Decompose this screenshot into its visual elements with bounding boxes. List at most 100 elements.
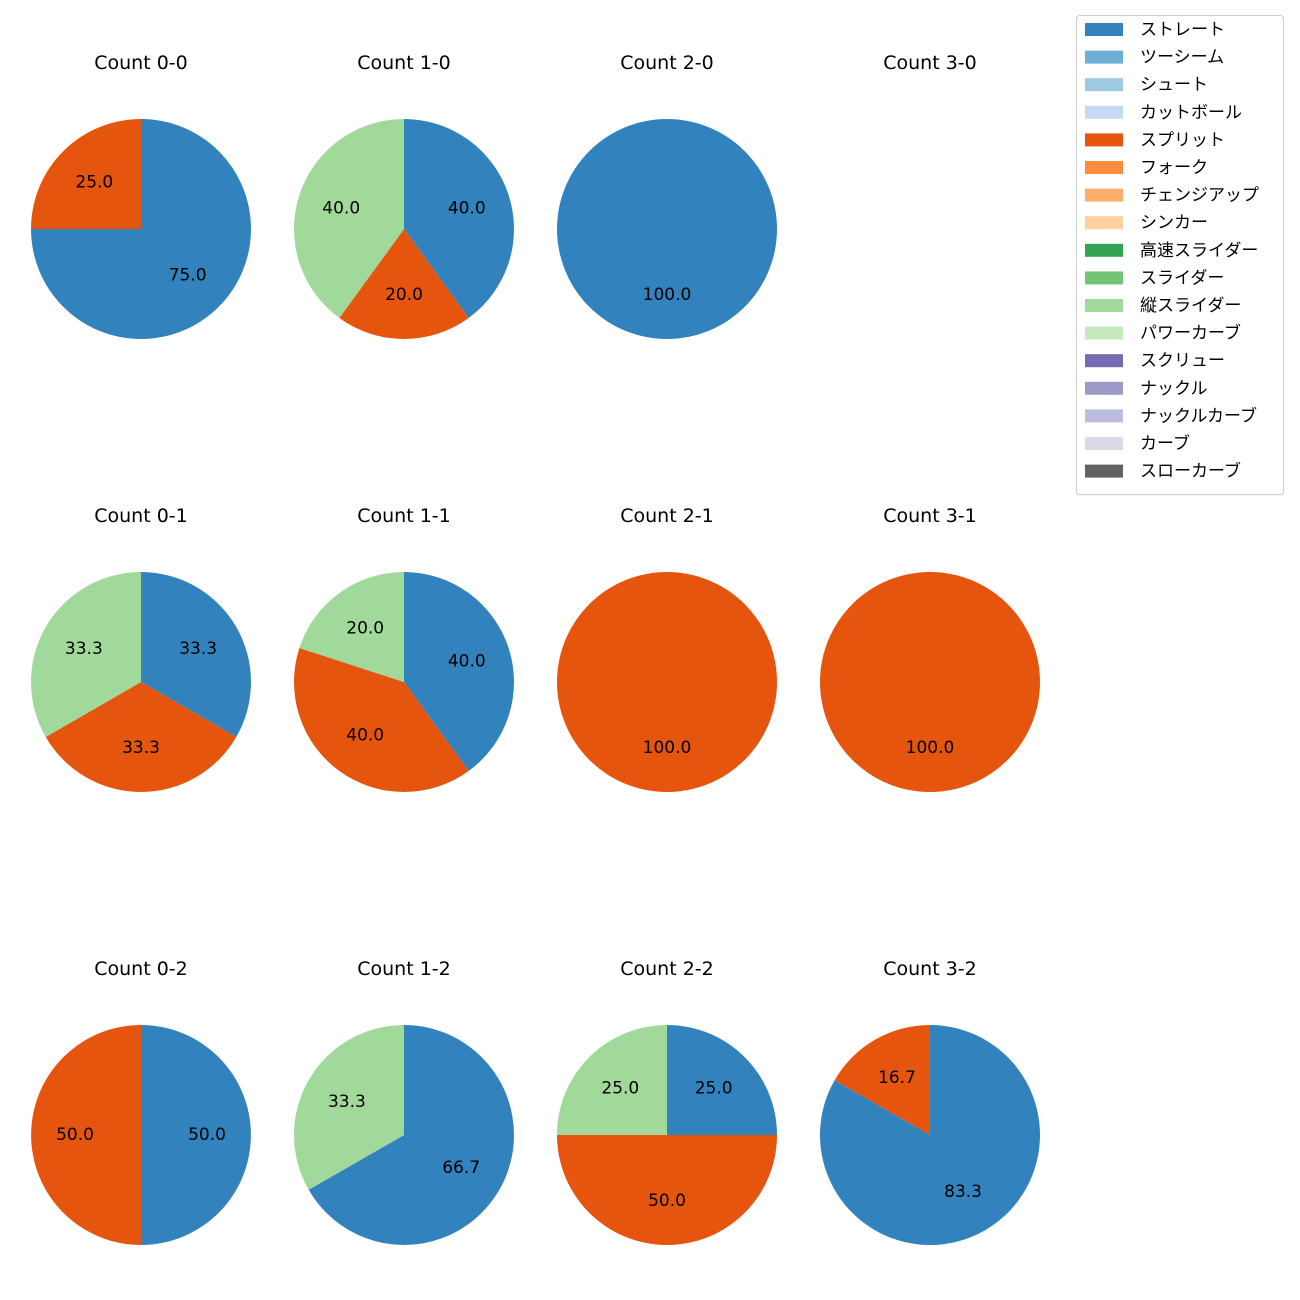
legend-item: シュート <box>1085 75 1208 95</box>
legend-swatch <box>1085 243 1123 257</box>
pie-slice <box>557 572 777 792</box>
slice-label: 25.0 <box>75 172 113 192</box>
slice-label: 50.0 <box>56 1125 94 1145</box>
pie-count-1-1: Count 1-1 40.0 40.0 20.0 <box>293 505 515 793</box>
legend-swatch <box>1085 409 1123 423</box>
legend-label: カーブ <box>1140 433 1190 454</box>
legend-label: カットボール <box>1140 103 1242 123</box>
pie-count-0-0: Count 0-0 75.0 25.0 <box>31 52 251 339</box>
legend-item: パワーカーブ <box>1085 323 1241 344</box>
pie-title: Count 2-2 <box>620 958 714 980</box>
slice-label: 40.0 <box>346 725 384 745</box>
pie-title: Count 3-2 <box>883 958 977 980</box>
legend-label: シュート <box>1140 75 1208 95</box>
pie-title: Count 3-1 <box>883 505 977 527</box>
pie-slice <box>31 1025 141 1245</box>
legend-label: ナックルカーブ <box>1140 405 1257 426</box>
legend-swatch <box>1085 133 1123 147</box>
legend-swatch <box>1085 299 1123 312</box>
legend-swatch <box>1085 50 1123 64</box>
legend-label: スプリット <box>1140 130 1225 150</box>
legend-item: カーブ <box>1085 433 1190 454</box>
legend-label: ツーシーム <box>1140 48 1224 68</box>
pie-slice <box>339 229 469 340</box>
slice-label: 40.0 <box>322 199 360 219</box>
pie-slice <box>299 572 404 682</box>
pie-count-2-1: Count 2-1 100.0 <box>557 505 777 792</box>
legend-item: スクリュー <box>1085 351 1225 371</box>
pie-slice <box>557 1135 777 1245</box>
legend-item: シンカー <box>1085 213 1208 233</box>
pie-title: Count 3-0 <box>883 52 977 74</box>
pie-slice <box>141 1025 251 1245</box>
pie-title: Count 0-1 <box>94 505 188 527</box>
legend-label: スクリュー <box>1140 351 1225 371</box>
pie-title: Count 2-0 <box>620 52 714 74</box>
legend-label: スライダー <box>1140 268 1224 288</box>
slice-label: 100.0 <box>906 738 955 758</box>
pie-slice <box>141 572 251 737</box>
slice-label: 50.0 <box>188 1125 226 1145</box>
pie-slice <box>820 572 1040 792</box>
pie-slice <box>819 1025 1040 1246</box>
legend: ストレートツーシームシュートカットボールスプリットフォークチェンジアップシンカー… <box>1076 15 1284 496</box>
legend-label: シンカー <box>1140 213 1208 233</box>
legend-frame <box>1076 15 1284 496</box>
pie-title: Count 0-0 <box>94 52 188 74</box>
slice-label: 25.0 <box>695 1078 733 1098</box>
slice-label: 20.0 <box>346 619 384 639</box>
legend-item: フォーク <box>1085 158 1208 178</box>
legend-item: ナックル <box>1085 379 1208 399</box>
pie-slice <box>293 1025 404 1190</box>
slice-label: 33.3 <box>65 639 103 659</box>
pie-count-1-0: Count 1-0 40.0 20.0 40.0 <box>293 52 515 340</box>
legend-item: カットボール <box>1085 103 1242 123</box>
pie-count-3-0: Count 3-0 <box>883 52 977 74</box>
pie-slice <box>834 1025 930 1135</box>
legend-item: チェンジアップ <box>1085 186 1259 206</box>
pie-slice <box>293 119 404 318</box>
pie-title: Count 1-0 <box>357 52 451 74</box>
slice-label: 33.3 <box>122 738 160 758</box>
legend-item: スプリット <box>1085 130 1225 150</box>
legend-label: チェンジアップ <box>1140 186 1259 206</box>
pie-slice <box>404 572 515 771</box>
legend-swatch <box>1085 326 1123 340</box>
legend-item: 高速スライダー <box>1085 241 1258 261</box>
legend-label: ナックル <box>1140 379 1208 399</box>
pie-count-3-1: Count 3-1 100.0 <box>820 505 1040 792</box>
legend-swatch <box>1085 78 1123 92</box>
pie-slice <box>31 119 141 229</box>
slice-label: 50.0 <box>648 1191 686 1211</box>
legend-swatch <box>1085 271 1123 285</box>
pie-count-0-2: Count 0-2 50.0 50.0 <box>31 958 251 1245</box>
slice-label: 40.0 <box>448 199 486 219</box>
legend-label: ストレート <box>1140 20 1225 40</box>
pie-count-1-2: Count 1-2 66.7 33.3 <box>293 958 514 1245</box>
pie-title: Count 1-1 <box>357 505 451 527</box>
legend-label: パワーカーブ <box>1140 323 1241 344</box>
slice-label: 83.3 <box>944 1182 982 1202</box>
pie-slice <box>557 1025 667 1135</box>
slice-label: 100.0 <box>643 738 692 758</box>
slice-label: 25.0 <box>601 1078 639 1098</box>
legend-label: 高速スライダー <box>1140 241 1258 261</box>
legend-swatch <box>1085 216 1123 230</box>
slice-label: 40.0 <box>448 652 486 672</box>
pie-title: Count 0-2 <box>94 958 188 980</box>
pie-count-2-0: Count 2-0 100.0 <box>557 52 777 339</box>
slice-label: 20.0 <box>385 285 423 305</box>
legend-swatch <box>1085 381 1123 395</box>
legend-item: ツーシーム <box>1085 48 1224 68</box>
legend-label: 縦スライダー <box>1140 296 1241 316</box>
legend-item: スローカーブ <box>1085 461 1241 482</box>
legend-label: フォーク <box>1140 158 1208 178</box>
legend-item: ナックルカーブ <box>1085 405 1257 426</box>
legend-label: スローカーブ <box>1140 461 1241 482</box>
pie-slice <box>404 119 515 318</box>
pie-count-0-1: Count 0-1 33.3 33.3 33.3 <box>31 505 251 792</box>
pie-slice <box>557 119 777 339</box>
legend-swatch <box>1085 354 1123 368</box>
